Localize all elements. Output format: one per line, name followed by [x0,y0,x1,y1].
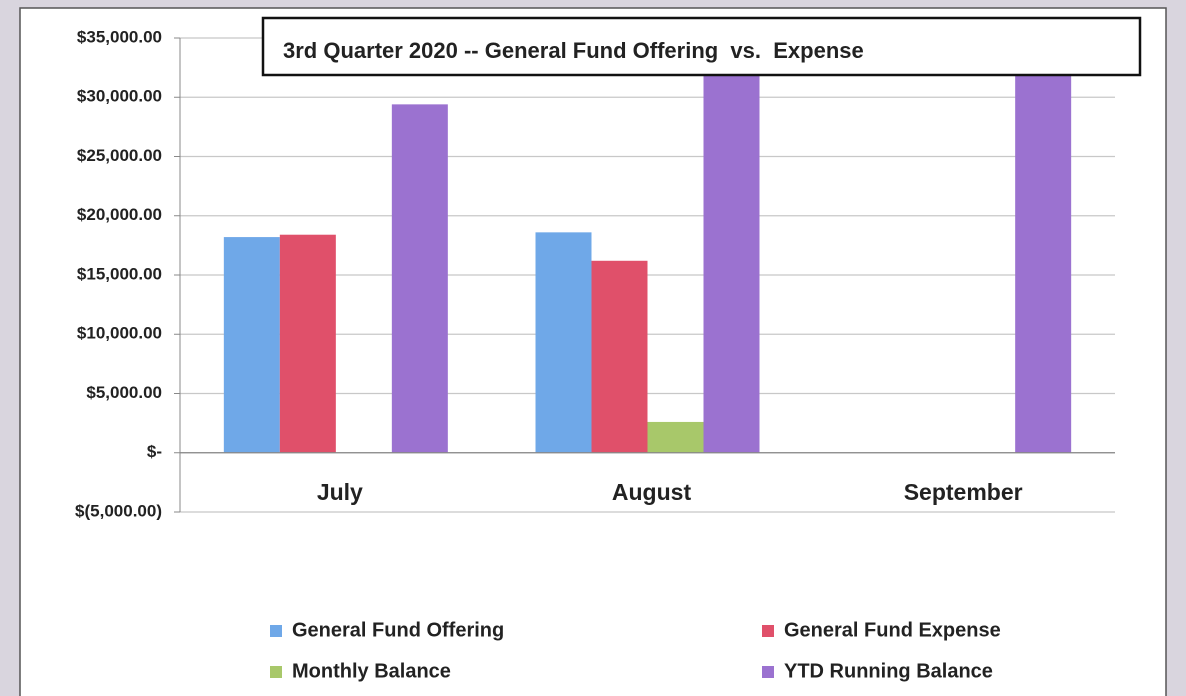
y-tick-label: $35,000.00 [77,27,162,46]
x-tick-label: September [904,479,1023,505]
y-tick-label: $30,000.00 [77,87,162,106]
title-box [261,16,1142,77]
legend-label: Monthly Balance [292,660,451,682]
legend-label: YTD Running Balance [784,660,993,682]
y-tick-label: $15,000.00 [77,264,162,283]
bar [223,237,280,453]
legend-label: General Fund Expense [784,619,1001,641]
chart-title: 3rd Quarter 2020 -- General Fund Offerin… [283,38,864,63]
legend-swatch [762,625,774,637]
legend-swatch [270,666,282,678]
bar [535,232,592,453]
x-tick-label: August [612,479,692,505]
bar [591,260,648,453]
bar [703,73,760,453]
bar [647,421,704,453]
legend-label: General Fund Offering [292,619,504,641]
y-tick-label: $5,000.00 [86,383,162,402]
bar [1015,73,1072,453]
x-tick-label: July [317,479,363,505]
bar [279,234,336,453]
y-tick-label: $25,000.00 [77,146,162,165]
y-tick-label: $- [147,442,162,461]
y-tick-label: $(5,000.00) [75,501,162,520]
bar [391,104,448,453]
legend-swatch [762,666,774,678]
y-tick-label: $10,000.00 [77,324,162,343]
legend-swatch [270,625,282,637]
y-tick-label: $20,000.00 [77,205,162,224]
